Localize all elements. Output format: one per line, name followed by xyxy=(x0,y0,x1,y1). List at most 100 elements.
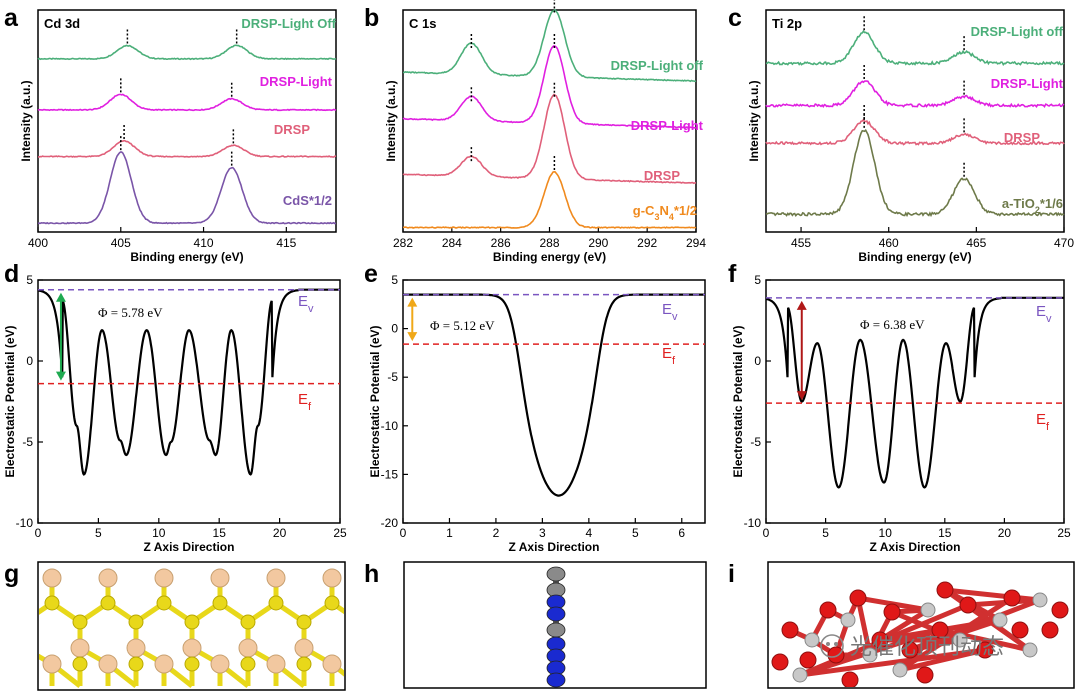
y-tick-label: 0 xyxy=(391,322,398,336)
cds-lattice xyxy=(0,568,397,688)
panel-label-i: i xyxy=(728,560,735,588)
x-tick-label: 1 xyxy=(446,526,453,540)
bond xyxy=(966,602,1032,653)
series-line xyxy=(38,139,336,158)
y-tick-label: -10 xyxy=(16,516,34,530)
xps-panel-c1s: C 1s 282 284 286 288 290 292 294 Binding energy … xyxy=(384,0,706,264)
ti-atom xyxy=(892,662,908,678)
xps-panel-cd3d: Cd 3d 400 405 410 415 Binding energy (eV) Inte… xyxy=(19,9,337,264)
o-atom xyxy=(827,646,845,664)
level-sub: f xyxy=(1046,421,1050,433)
cd-atom xyxy=(294,638,314,658)
o-atom xyxy=(976,641,994,659)
x-tick-label: 288 xyxy=(539,236,559,250)
s-atom xyxy=(156,595,172,611)
x-tick-label: 20 xyxy=(998,526,1012,540)
potential-panel-f: 0 5 10 15 20 25 -10 -5 0 5 Z Axis Direction Electro… xyxy=(731,273,1071,554)
series-line xyxy=(402,45,697,129)
x-tick-label: 6 xyxy=(678,526,685,540)
s-atom xyxy=(17,615,31,629)
cd-atom xyxy=(351,639,369,657)
series-label: DRSP-Light Off xyxy=(241,16,336,31)
series-label: DRSP-Light xyxy=(631,118,704,133)
potential-curve xyxy=(765,296,1064,489)
ti-atom xyxy=(840,612,856,628)
y-tick-label: 5 xyxy=(754,273,761,287)
y-axis-label: Electrostatic Potential (eV) xyxy=(368,325,382,477)
bond xyxy=(799,647,986,678)
y-tick-label: -5 xyxy=(750,435,761,449)
arrow-head xyxy=(55,371,66,381)
cd-atom xyxy=(266,568,286,588)
y-axis-label: Intensity (a.u.) xyxy=(747,80,761,161)
s-atom xyxy=(72,614,88,630)
nitrogen-atom xyxy=(546,672,566,688)
series-label-part: 3 xyxy=(654,212,659,222)
series-line xyxy=(766,29,1065,66)
cd-atom xyxy=(379,569,397,587)
s-atom xyxy=(184,656,200,672)
ti-atom xyxy=(792,667,808,683)
panel-label-f: f xyxy=(728,260,737,288)
level-letter: E xyxy=(298,293,308,310)
x-tick-label: 5 xyxy=(822,526,829,540)
cd-atom xyxy=(238,638,258,658)
s-atom xyxy=(184,614,200,630)
series-line xyxy=(402,170,697,229)
y-tick-label: -10 xyxy=(381,419,399,433)
cd-atom xyxy=(98,568,118,588)
structure-tio2: 光催化顶刊动态 xyxy=(767,561,1075,689)
o-atom xyxy=(1011,621,1029,639)
arrow-head xyxy=(796,300,807,310)
cd-atom xyxy=(126,638,146,658)
y-axis-label: Intensity (a.u.) xyxy=(384,80,398,161)
s-atom xyxy=(381,596,395,610)
x-tick-label: 286 xyxy=(491,236,511,250)
ti-atom xyxy=(952,632,968,648)
x-axis-label: Binding energy (eV) xyxy=(493,250,606,264)
x-tick-label: 0 xyxy=(35,526,42,540)
panel-title: C 1s xyxy=(409,16,436,31)
y-tick-label: -5 xyxy=(22,435,33,449)
s-atom xyxy=(44,595,60,611)
y-tick-label: 0 xyxy=(754,354,761,368)
x-tick-label: 4 xyxy=(586,526,593,540)
series-line xyxy=(37,151,337,225)
o-atom xyxy=(916,666,934,684)
cd-atom xyxy=(266,654,286,674)
carbon-atom xyxy=(546,566,566,582)
series-line xyxy=(765,118,1065,146)
x-tick-label: 292 xyxy=(637,236,657,250)
arrow-head xyxy=(55,292,66,302)
series-label: DRSP xyxy=(1004,130,1040,145)
watermark: 光催化顶刊动态 xyxy=(820,634,1004,660)
series-label: CdS*1/2 xyxy=(283,193,332,208)
y-tick-label: -5 xyxy=(387,370,398,384)
series-label: DRSP-Light xyxy=(260,74,333,89)
x-tick-label: 3 xyxy=(539,526,546,540)
s-atom xyxy=(100,595,116,611)
x-tick-label: 15 xyxy=(213,526,227,540)
series-label: DRSP xyxy=(274,122,310,137)
panel-label-b: b xyxy=(364,4,379,32)
o-atom xyxy=(841,671,859,687)
plot-frame xyxy=(402,279,706,524)
bond xyxy=(899,647,986,673)
plot-frame xyxy=(765,9,1065,233)
level-sub: v xyxy=(308,303,314,315)
o-atom xyxy=(1051,601,1069,619)
bond xyxy=(944,587,1041,603)
bond xyxy=(878,607,930,643)
o-atom xyxy=(781,621,799,639)
panel-label-d: d xyxy=(4,260,19,288)
tio2-lattice xyxy=(771,581,1069,687)
s-atom xyxy=(128,614,144,630)
o-atom xyxy=(819,601,837,619)
potential-curve xyxy=(37,288,340,476)
fermi-level-label: Ef xyxy=(662,345,676,367)
series-label-part: 4 xyxy=(669,212,674,222)
s-atom xyxy=(0,596,3,610)
cd-atom xyxy=(98,654,118,674)
o-atom xyxy=(936,581,954,599)
s-atom xyxy=(353,615,367,629)
